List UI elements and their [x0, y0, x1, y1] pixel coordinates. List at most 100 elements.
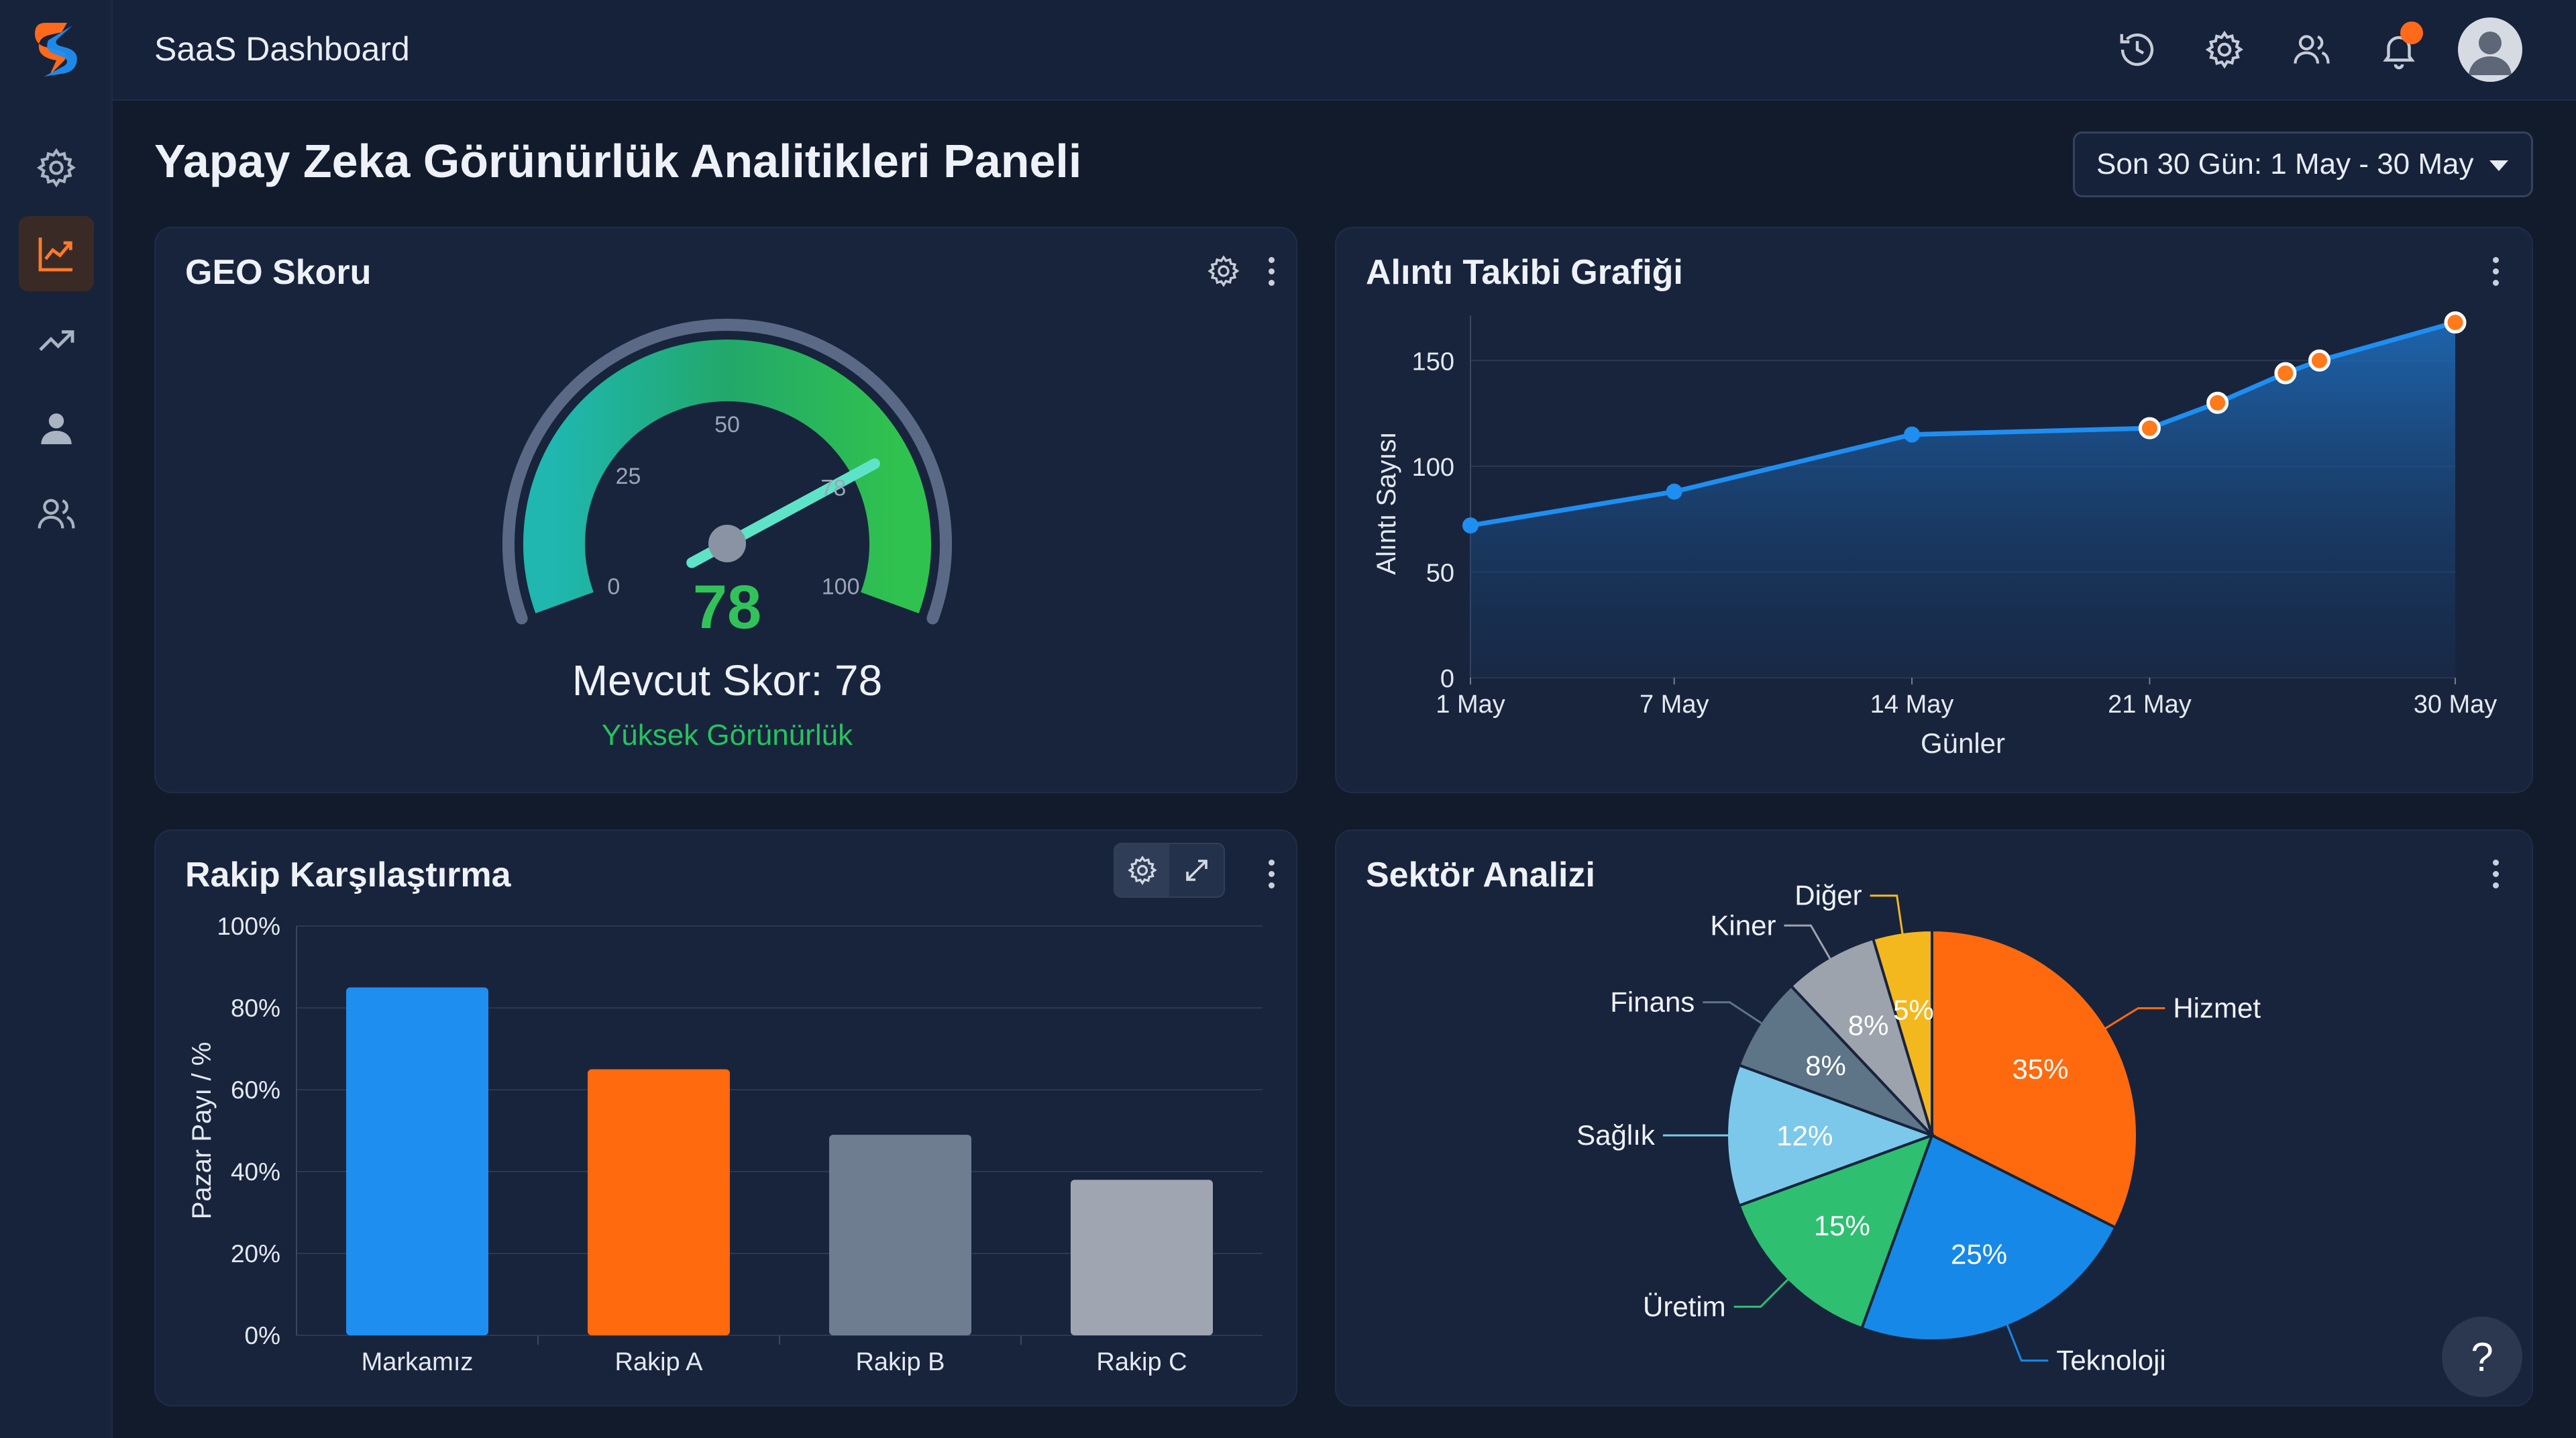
y-tick-label: 50: [1426, 559, 1454, 587]
gauge-arc: [523, 340, 931, 613]
x-tick-label: Rakip A: [615, 1348, 704, 1376]
x-tick-label: Rakip C: [1096, 1348, 1187, 1376]
card-title: Alıntı Takibi Grafiği: [1366, 253, 1683, 292]
slice-category-label: Teknoloji: [2056, 1345, 2165, 1376]
geo-gauge: 0 25 50 78 100 78 Mevcut Skor: 78 Yüksek Gör…: [502, 319, 952, 752]
visibility-status: Yüksek Görünürlük: [602, 719, 853, 752]
competitor-bar-chart: 0% 20% 40% 60% 80% 100% Pazar Payı / % Markamız…: [187, 913, 1263, 1376]
data-point-highlight: [2308, 349, 2331, 372]
date-range-value: Son 30 Gün: 1 May - 30 May: [2096, 148, 2474, 181]
more-menu-icon[interactable]: [2482, 852, 2509, 895]
x-tick-label: 7 May: [1640, 690, 1709, 719]
sidebar-item-profile[interactable]: [19, 391, 94, 466]
slice-leader-line: [1870, 894, 1904, 937]
x-axis-label: Günler: [1921, 727, 2005, 759]
chart-toolbar: [1114, 843, 1225, 898]
gear-icon: [2205, 30, 2244, 69]
x-tick-label: Markamız: [362, 1348, 474, 1376]
user-icon: [41, 413, 72, 444]
y-tick-label: 20%: [231, 1240, 280, 1268]
gear-icon: [1208, 255, 1240, 287]
chevron-down-icon: [2489, 160, 2508, 171]
card-settings-button[interactable]: [1202, 250, 1245, 293]
citation-tracking-card: Alıntı Takibi Grafiği 0 50 100 150 1 May 7 Ma…: [1335, 227, 2533, 793]
y-tick-label: 40%: [231, 1158, 280, 1186]
app-logo[interactable]: [30, 19, 83, 79]
avatar[interactable]: [2458, 17, 2522, 82]
x-tick-label: 30 May: [2414, 690, 2498, 719]
bar: [588, 1069, 730, 1335]
geo-score-card: GEO Skoru 0 25 50 78 100 78 Mevcut Skor: 78 …: [154, 227, 1297, 793]
slice-leader-line: [2005, 1322, 2049, 1362]
history-button[interactable]: [2112, 24, 2163, 75]
y-tick-label: 100%: [217, 913, 280, 940]
user-avatar-icon: [2469, 32, 2512, 75]
data-point-highlight: [2206, 391, 2229, 414]
y-tick-label: 60%: [231, 1076, 280, 1104]
slice-category-label: Finans: [1610, 986, 1695, 1018]
bar: [1071, 1180, 1213, 1335]
gauge-tick-label: 0: [607, 574, 620, 600]
more-menu-icon[interactable]: [1258, 852, 1285, 895]
data-point-highlight: [2274, 362, 2297, 384]
x-tick-label: 21 May: [2108, 690, 2192, 719]
slice-category-label: Hizmet: [2173, 992, 2261, 1023]
slice-category-label: Kiner: [1710, 909, 1776, 941]
team-button[interactable]: [2286, 24, 2337, 75]
more-menu-icon[interactable]: [1258, 250, 1285, 293]
area-fill: [1470, 322, 2455, 678]
sidebar-item-team[interactable]: [19, 476, 94, 552]
y-tick-label: 80%: [231, 994, 280, 1022]
sidebar-item-trends[interactable]: [19, 303, 94, 378]
sidebar-item-analytics[interactable]: [19, 216, 94, 291]
x-tick-label: 14 May: [1870, 690, 1954, 719]
date-range-select[interactable]: Son 30 Gün: 1 May - 30 May: [2073, 132, 2533, 197]
expand-chart-button[interactable]: [1169, 844, 1224, 896]
gauge-tick-label: 50: [714, 412, 740, 438]
chart-settings-button[interactable]: [1115, 844, 1169, 896]
settings-button[interactable]: [2199, 24, 2250, 75]
help-button[interactable]: ?: [2442, 1317, 2522, 1397]
slice-value-label: 8%: [1805, 1050, 1846, 1082]
slice-leader-line: [2102, 1007, 2165, 1031]
slice-value-label: 35%: [2012, 1053, 2068, 1084]
data-point-highlight: [2138, 417, 2161, 440]
gauge-value: 78: [693, 573, 761, 641]
slice-value-label: 5%: [1893, 994, 1934, 1025]
sector-pie-chart: 35% Hizmet 25% Teknoloji 15% Üretim 12% Sağlık 8…: [1576, 880, 2261, 1376]
data-point-highlight: [2444, 311, 2467, 334]
sidebar-item-settings[interactable]: [19, 130, 94, 205]
y-axis-label: Pazar Payı / %: [187, 1042, 217, 1220]
current-score-label: Mevcut Skor: 78: [572, 656, 882, 705]
history-icon: [2120, 33, 2154, 66]
page-title: Yapay Zeka Görünürlük Analitikleri Panel…: [154, 135, 1082, 187]
gear-icon: [1127, 856, 1157, 885]
data-point: [1904, 426, 1921, 443]
x-tick-label: Rakip B: [855, 1348, 945, 1376]
slice-leader-line: [1784, 924, 1833, 962]
slice-value-label: 25%: [1951, 1238, 2007, 1270]
y-tick-label: 0%: [245, 1322, 280, 1349]
slice-leader-line: [1733, 1276, 1791, 1308]
slice-value-label: 12%: [1776, 1120, 1833, 1151]
slice-leader-line: [1703, 1001, 1765, 1026]
gauge-outer-ring: [502, 319, 952, 625]
citation-area-chart: 0 50 100 150 1 May 7 May 14 May 21 May 30 May Gün…: [1372, 311, 2498, 759]
data-point: [1666, 483, 1682, 500]
slice-value-label: 8%: [1848, 1010, 1889, 1041]
y-tick-label: 150: [1412, 348, 1454, 376]
gauge-tick-label: 25: [616, 464, 641, 489]
bar: [346, 987, 488, 1335]
bar: [829, 1135, 971, 1335]
gauge-tick-label: 78: [820, 475, 846, 501]
users-icon: [2294, 35, 2330, 64]
slice-category-label: Diğer: [1794, 880, 1862, 911]
x-tick-label: 1 May: [1436, 690, 1505, 719]
card-title: GEO Skoru: [185, 253, 372, 292]
notifications-button[interactable]: [2373, 21, 2424, 75]
gauge-tick-label: 100: [822, 574, 860, 600]
more-menu-icon[interactable]: [2482, 250, 2509, 293]
slice-category-label: Sağlık: [1576, 1119, 1656, 1151]
sector-analysis-card: Sektör Analizi 35% Hizmet 25% Teknoloji 15% Ü…: [1335, 829, 2533, 1406]
y-tick-label: 0: [1440, 665, 1454, 693]
